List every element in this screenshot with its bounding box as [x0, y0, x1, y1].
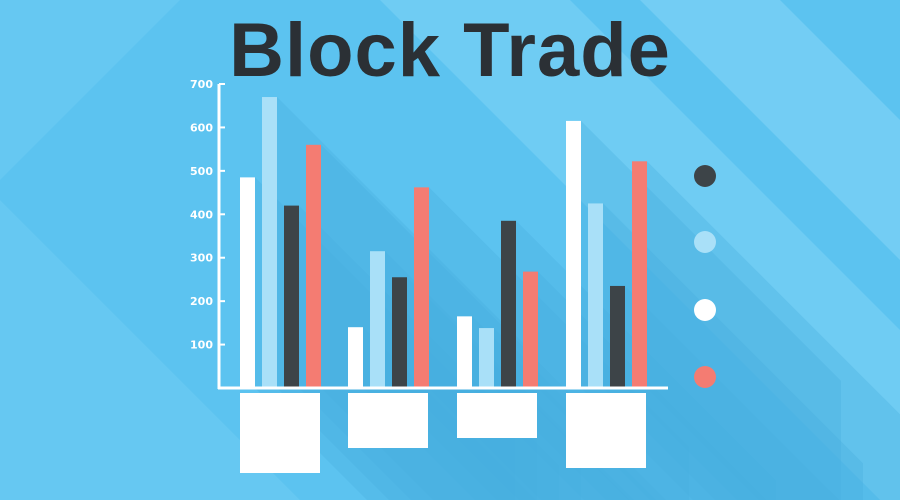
axis-block — [566, 393, 646, 468]
bar — [457, 316, 472, 388]
bar-shadow — [603, 203, 863, 500]
y-tick-label: 200 — [190, 295, 213, 308]
bar — [240, 177, 255, 388]
axis-block — [457, 393, 537, 438]
bar — [523, 271, 538, 388]
bar — [632, 161, 647, 388]
y-tick-label: 500 — [190, 165, 213, 178]
bar — [501, 220, 516, 388]
bar — [284, 205, 299, 388]
legend-marker — [694, 366, 716, 388]
axis-block — [240, 393, 320, 473]
bar — [306, 144, 321, 388]
legend-marker — [694, 165, 716, 187]
bar — [414, 187, 429, 388]
bar — [479, 328, 494, 388]
bar — [262, 97, 277, 389]
bar — [588, 203, 603, 388]
y-tick-label: 400 — [190, 208, 213, 221]
bar — [566, 120, 581, 389]
page-title: Block Trade — [229, 8, 671, 93]
y-tick-label: 600 — [190, 121, 213, 134]
legend-marker — [694, 231, 716, 253]
y-tick-label: 300 — [190, 252, 213, 265]
bar — [370, 251, 385, 388]
y-tick-label: 100 — [190, 339, 213, 352]
bar — [610, 285, 625, 388]
y-tick-label: 700 — [190, 78, 213, 91]
legend-marker — [694, 299, 716, 321]
bar-shadow — [625, 285, 840, 500]
axis-block — [348, 393, 428, 448]
bar — [392, 277, 407, 388]
bar — [348, 327, 363, 388]
